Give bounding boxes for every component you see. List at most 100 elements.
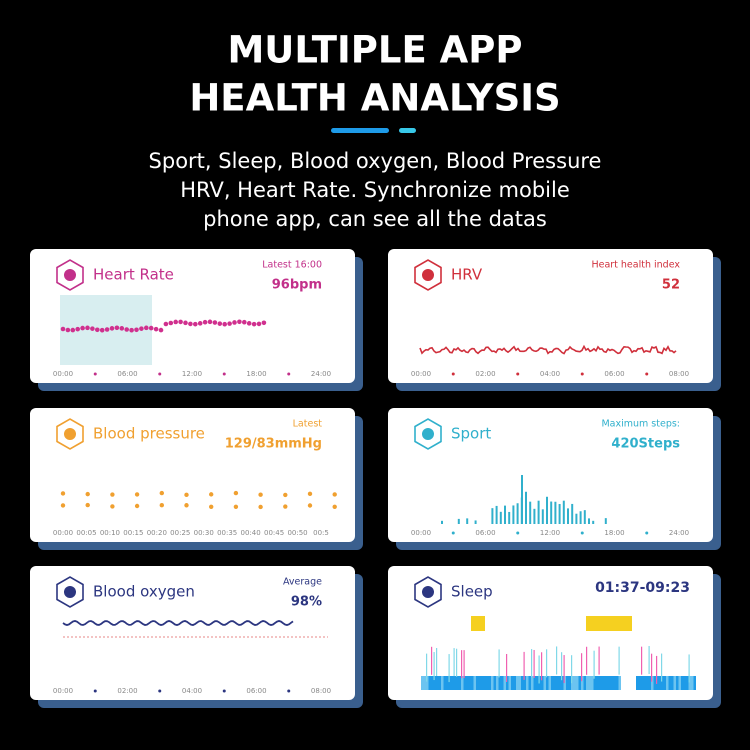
trace-line [62, 620, 294, 626]
axis-tick-label: 02:00 [475, 370, 495, 378]
step-bar [512, 505, 515, 524]
axis-tick-label: 00:15 [123, 529, 143, 537]
axis-tick-label: 06:00 [475, 529, 495, 537]
sleep-light [483, 676, 486, 690]
sleep-light [466, 676, 469, 690]
axis-dot [93, 372, 97, 376]
axis-dot [222, 372, 226, 376]
step-bar [562, 500, 565, 524]
sleep-light [556, 676, 559, 690]
trace-dot [237, 319, 242, 325]
axis-dot [516, 531, 520, 535]
sleep-light [536, 676, 539, 690]
sleep-light [663, 676, 666, 690]
sleep-light [436, 676, 439, 690]
sleep-light [683, 676, 686, 690]
step-bar [441, 520, 443, 524]
step-bar [537, 500, 540, 524]
trace-dot [332, 504, 337, 509]
step-bar [579, 511, 582, 524]
trace-dot [144, 325, 149, 331]
trace-dot [65, 327, 71, 333]
sleep-light [468, 676, 471, 690]
card [30, 566, 355, 700]
trace-dot [85, 502, 90, 508]
card [388, 566, 713, 700]
sleep-light [681, 676, 684, 690]
sleep-light [481, 676, 484, 690]
sleep-light [658, 676, 661, 690]
sleep-rem [618, 646, 620, 675]
axis-tick-label: 00:35 [217, 529, 237, 537]
sleep-light [651, 676, 654, 690]
card-icon-dot [64, 586, 76, 598]
sleep-rem [641, 646, 643, 675]
sleep-light [591, 676, 594, 690]
card-label: Maximum steps: [601, 419, 680, 430]
card-value: 52 [662, 278, 680, 293]
axis-tick-label: 00:40 [241, 529, 261, 537]
step-bar [604, 518, 607, 524]
sleep-light [486, 676, 489, 690]
card-icon-dot [64, 428, 76, 440]
sleep-light [608, 676, 611, 690]
step-bar [521, 475, 523, 524]
trace-dot [85, 325, 90, 331]
sleep-light [478, 676, 481, 690]
card-value: 96bpm [272, 278, 322, 293]
axis-tick-label: 12:00 [540, 529, 560, 537]
card-icon [56, 418, 84, 450]
sleep-light [553, 676, 556, 690]
sleep-light [588, 676, 591, 690]
trace-dot [256, 321, 262, 327]
trace-dot [99, 327, 105, 333]
axis-tick-label: 04:00 [182, 687, 202, 695]
trace-dot [119, 326, 125, 331]
axis-dot [222, 689, 226, 693]
step-bar [588, 518, 590, 524]
trace-dot [124, 327, 129, 332]
card-icon-dot [64, 269, 76, 281]
trace-dot [307, 491, 313, 497]
sleep-light [438, 676, 441, 690]
trace-dot [114, 325, 120, 331]
sleep-light [521, 676, 524, 690]
trace-dot [232, 320, 237, 325]
axis-dot [158, 689, 162, 693]
sleep-light [558, 676, 561, 690]
sleep-light [566, 676, 569, 690]
sleep-light [426, 676, 429, 690]
axis-tick-label: 00:5 [313, 529, 329, 537]
axis-dot [516, 372, 520, 376]
sleep-light [601, 676, 604, 690]
trace-dot [217, 321, 223, 326]
trace-dot [110, 492, 115, 497]
sleep-light [541, 676, 544, 690]
axis-tick-label: 18:00 [604, 529, 624, 537]
sleep-light [641, 676, 644, 690]
axis-tick-label: 00:25 [170, 529, 190, 537]
step-bar [550, 501, 553, 524]
step-bar [508, 511, 511, 524]
card-title: Blood oxygen [93, 583, 195, 601]
sleep-light [576, 676, 579, 690]
trace-dot [307, 503, 313, 508]
axis-tick-label: 18:00 [246, 370, 266, 378]
trace-dot [233, 490, 239, 496]
axis-tick-label: 08:00 [311, 687, 331, 695]
axis-tick-label: 00:00 [411, 529, 431, 537]
trace-dot [168, 320, 174, 326]
sleep-awake [471, 616, 485, 631]
sleep-light [693, 676, 696, 690]
card-title: Sleep [451, 583, 493, 601]
sleep-rem [556, 646, 558, 675]
step-bar [504, 505, 506, 524]
axis-dot [93, 689, 97, 693]
sleep-light [643, 676, 646, 690]
trace-dot [258, 504, 263, 510]
card-label: Average [283, 577, 322, 588]
trace-dot [209, 504, 214, 509]
sleep-light [518, 676, 521, 690]
axis-tick-label: 08:00 [669, 370, 689, 378]
title-line: MULTIPLE APP [227, 29, 522, 72]
